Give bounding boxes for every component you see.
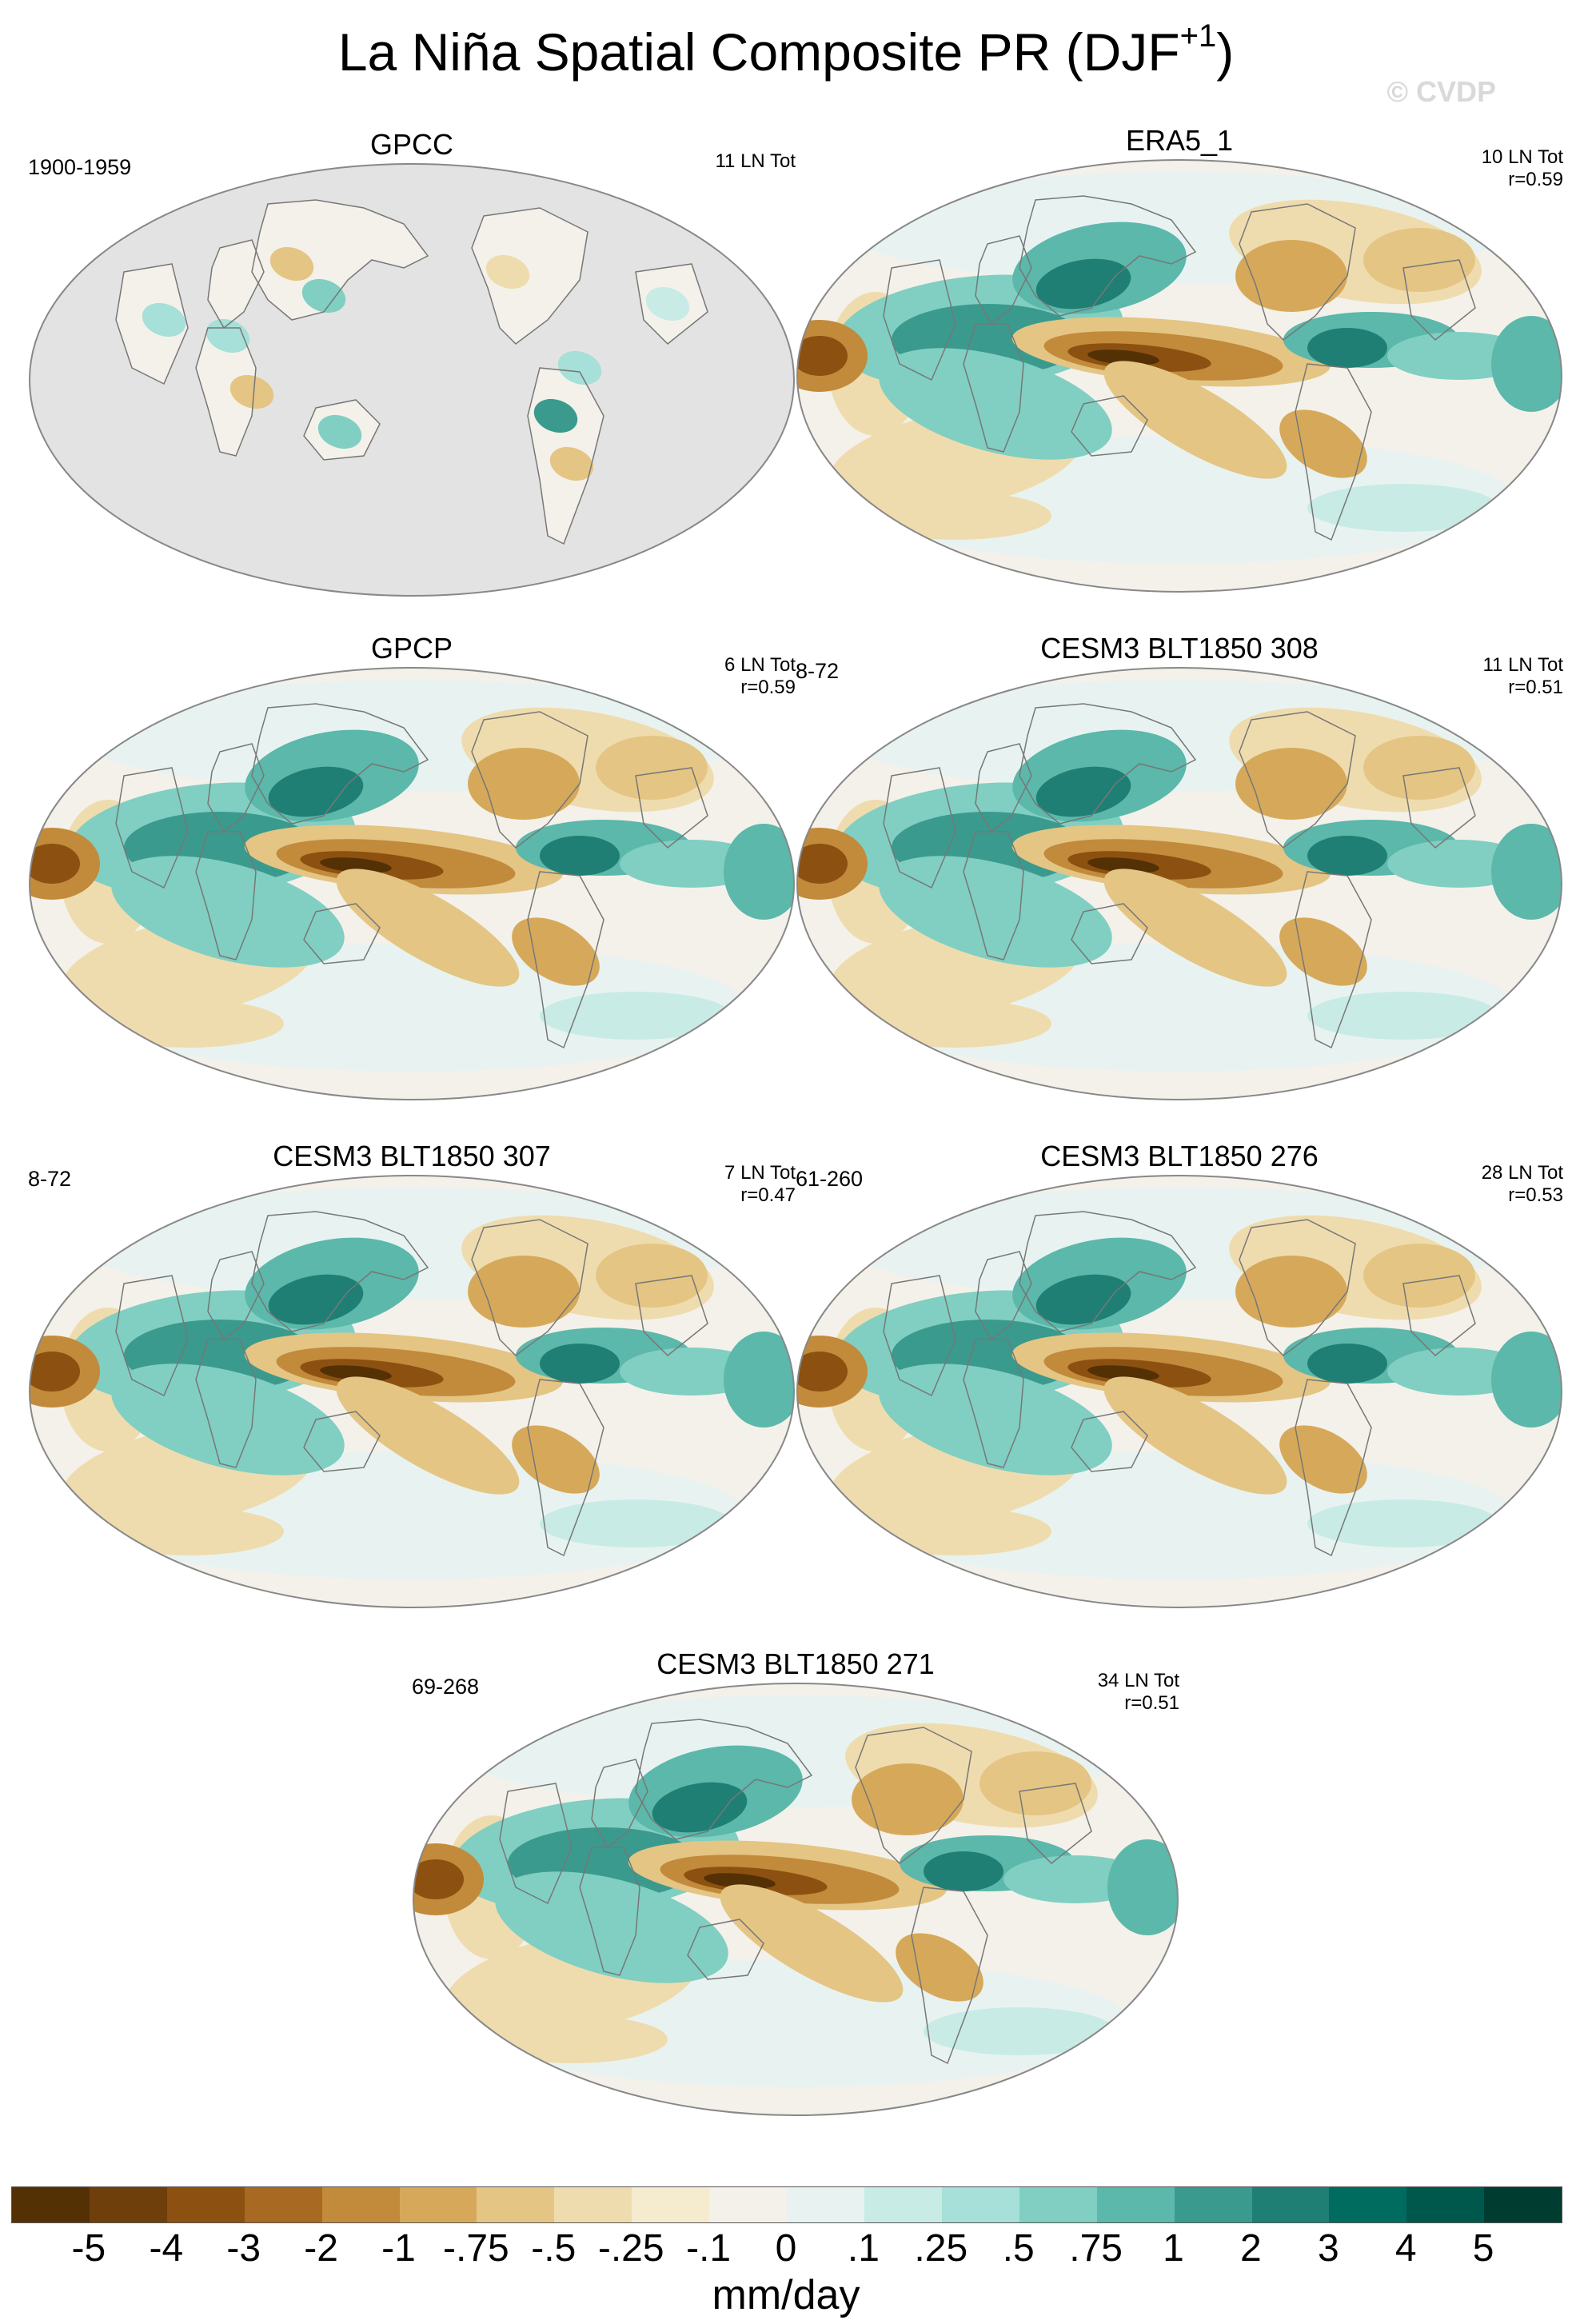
- colorbar-tick-label: 3: [1317, 2227, 1339, 2270]
- panel-period: 61-260: [796, 1167, 864, 1191]
- colorbar-tick-label: 2: [1240, 2227, 1262, 2270]
- colorbar-swatch: [12, 2187, 90, 2222]
- colorbar-tick-label: 5: [1472, 2227, 1494, 2270]
- colorbar-tick-label: .75: [1069, 2227, 1123, 2270]
- panel-stats: 11 LN Tot r=0.51: [1482, 654, 1563, 698]
- figure-title: La Niña Spatial Composite PR (DJF+1): [337, 18, 1235, 82]
- colorbar-tick-label: 1: [1163, 2227, 1184, 2270]
- colorbar-swatch: [321, 2187, 400, 2222]
- panel-title: GPCP: [370, 632, 453, 665]
- panel-period: 8-72: [28, 1167, 72, 1191]
- panel-stats: 28 LN Tot r=0.53: [1481, 1162, 1563, 1206]
- colorbar-tick-label: .25: [914, 2227, 968, 2270]
- panel-stats: 7 LN Tot r=0.47: [724, 1162, 796, 1206]
- colorbar-tick-label: -4: [149, 2227, 184, 2270]
- cvdp-watermark: © CVDP: [1386, 75, 1496, 108]
- panel-title: CESM3 BLT1850 308: [1040, 632, 1319, 665]
- colorbar-swatch: [89, 2187, 167, 2222]
- colorbar-swatch: [787, 2187, 864, 2222]
- map-cesm3-271: [413, 1683, 1179, 2116]
- colorbar-tick-label: -1: [381, 2227, 416, 2270]
- panel-gpcc: GPCC 1900-1959 11 LN Tot: [28, 128, 796, 632]
- panel-period: 8-72: [796, 659, 840, 683]
- colorbar-swatch: [477, 2187, 555, 2222]
- colorbar-tick-label: -3: [226, 2227, 261, 2270]
- map-gpcc: [29, 163, 795, 597]
- colorbar-swatch: [1019, 2187, 1097, 2222]
- panel-gpcp: GPCP 6 LN Tot r=0.59: [28, 632, 796, 1136]
- panel-era5: ERA5_1 10 LN Tot r=0.59: [796, 124, 1563, 628]
- map-gpcp: [29, 667, 795, 1100]
- colorbar-swatch: [1251, 2187, 1330, 2222]
- panel-cesm3-276: CESM3 BLT1850 276 61-260 28 LN Tot r=0.53: [796, 1140, 1563, 1643]
- map-era5: [796, 159, 1562, 593]
- colorbar-swatch: [632, 2187, 710, 2222]
- colorbar-swatch: [244, 2187, 322, 2222]
- panel-title: CESM3 BLT1850 271: [656, 1647, 935, 1680]
- panel-title: GPCC: [369, 128, 453, 161]
- colorbar-tick-label: -.75: [443, 2227, 509, 2270]
- colorbar-units: mm/day: [712, 2272, 860, 2318]
- map-cesm3-276: [796, 1175, 1562, 1608]
- panel-stats: 34 LN Tot r=0.51: [1097, 1670, 1179, 1714]
- colorbar-swatch: [864, 2187, 942, 2222]
- panel-stats: 6 LN Tot r=0.59: [724, 654, 796, 698]
- map-cesm3-308: [796, 667, 1562, 1100]
- colorbar-swatch: [1096, 2187, 1175, 2222]
- panel-stats: 11 LN Tot: [715, 150, 796, 172]
- colorbar-swatch: [941, 2187, 1019, 2222]
- map-cesm3-307: [29, 1175, 795, 1608]
- colorbar-tick-label: -2: [304, 2227, 338, 2270]
- colorbar-tick-label: -.5: [531, 2227, 577, 2270]
- colorbar-swatch: [399, 2187, 477, 2222]
- colorbar-swatch: [1484, 2187, 1562, 2222]
- panel-title: CESM3 BLT1850 276: [1040, 1140, 1319, 1172]
- colorbar-tick-label: .5: [1002, 2227, 1035, 2270]
- panel-title: ERA5_1: [1125, 124, 1234, 157]
- colorbar-tick-label: 4: [1394, 2227, 1417, 2270]
- colorbar-tick-label: -.1: [686, 2227, 732, 2270]
- panel-cesm3-307: CESM3 BLT1850 307 8-72 7 LN Tot r=0.47: [28, 1140, 796, 1643]
- panel-cesm3-271: CESM3 BLT1850 271 69-268 34 LN Tot r=0.51: [412, 1647, 1179, 2151]
- colorbar-swatch: [554, 2187, 632, 2222]
- panel-cesm3-308: CESM3 BLT1850 308 8-72 11 LN Tot r=0.51: [796, 632, 1563, 1136]
- colorbar-tick-label: -5: [71, 2227, 106, 2270]
- panel-period: 1900-1959: [28, 155, 132, 179]
- panel-title: CESM3 BLT1850 307: [273, 1140, 551, 1172]
- colorbar-swatch: [1329, 2187, 1407, 2222]
- colorbar-swatch: [1406, 2187, 1485, 2222]
- panel-stats: 10 LN Tot r=0.59: [1481, 146, 1563, 190]
- colorbar-tick-label: 0: [775, 2227, 797, 2270]
- colorbar-swatch: [1174, 2187, 1252, 2222]
- colorbar-tick-label: .1: [847, 2227, 880, 2270]
- colorbar-tick-label: -.25: [597, 2227, 664, 2270]
- colorbar-swatch: [709, 2187, 788, 2222]
- colorbar-swatch: [166, 2187, 245, 2222]
- panel-period: 69-268: [412, 1675, 480, 1699]
- colorbar: [11, 2186, 1562, 2223]
